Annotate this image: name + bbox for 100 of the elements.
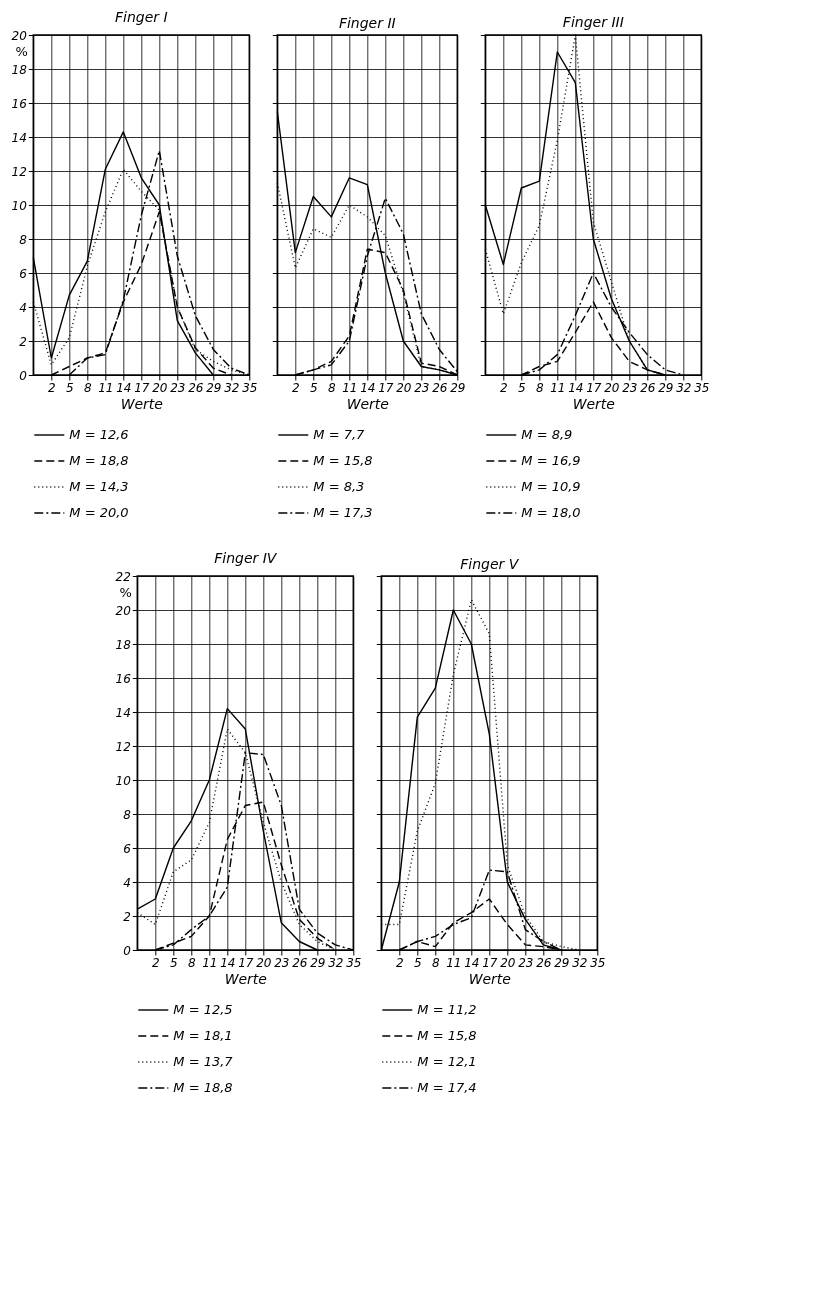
x-tick-label: 8 <box>535 380 544 395</box>
y-tick-label: 16 <box>115 671 132 686</box>
x-tick-label: 5 <box>309 380 318 395</box>
y-tick-label: 20 <box>11 28 28 43</box>
x-tick-label: 5 <box>413 955 422 970</box>
x-tick-label: 11 <box>98 380 114 395</box>
x-tick-label: 35 <box>694 380 710 395</box>
y-tick-label: 18 <box>11 62 28 77</box>
x-tick-label: 5 <box>169 955 178 970</box>
x-tick-label: 2 <box>291 380 300 395</box>
y-tick-label: 2 <box>123 909 131 924</box>
legend-label: M = 18,8 <box>173 1080 233 1095</box>
chart-title: Finger III <box>562 14 624 31</box>
legend-label: M = 18,0 <box>521 505 581 520</box>
y-tick-label: 6 <box>19 266 28 281</box>
x-tick-label: 32 <box>676 380 692 395</box>
x-tick-label: 29 <box>206 380 222 395</box>
x-tick-label: 20 <box>500 955 516 970</box>
x-tick-label: 14 <box>568 380 584 395</box>
x-tick-label: 2 <box>47 380 56 395</box>
x-tick-label: 26 <box>292 955 308 970</box>
y-tick-label: 22 <box>115 569 131 584</box>
x-tick-label: 8 <box>187 955 196 970</box>
x-tick-label: 14 <box>360 380 376 395</box>
y-tick-label: 16 <box>11 96 28 111</box>
x-tick-label: 20 <box>396 380 412 395</box>
legend-label: M = 10,9 <box>521 479 581 494</box>
chart-title: Finger I <box>114 9 168 25</box>
legend-label: M = 17,3 <box>313 505 373 520</box>
x-tick-label: 35 <box>590 955 606 970</box>
x-tick-label: 14 <box>220 955 236 970</box>
x-tick-label: 20 <box>152 380 168 395</box>
x-tick-label: 17 <box>134 380 150 395</box>
y-tick-label: 14 <box>115 705 131 720</box>
x-tick-label: 26 <box>640 380 656 395</box>
x-axis-title: Werte <box>120 395 163 412</box>
x-tick-label: 8 <box>83 380 92 395</box>
legend-label: M = 12,1 <box>417 1054 477 1069</box>
legend-label: M = 20,0 <box>69 505 129 520</box>
legend-label: M = 14,3 <box>69 479 129 494</box>
y-tick-label: 6 <box>123 841 132 856</box>
x-axis-title: Werte <box>346 395 389 412</box>
x-tick-label: 35 <box>346 955 362 970</box>
x-tick-label: 23 <box>170 380 186 395</box>
x-tick-label: 32 <box>224 380 240 395</box>
y-tick-label: 8 <box>19 232 28 247</box>
x-tick-label: 5 <box>65 380 74 395</box>
legend-label: M = 7,7 <box>313 427 366 442</box>
x-tick-label: 2 <box>151 955 160 970</box>
legend-label: M = 18,1 <box>173 1028 233 1043</box>
x-tick-label: 23 <box>274 955 290 970</box>
x-tick-label: 29 <box>658 380 674 395</box>
x-tick-label: 29 <box>310 955 326 970</box>
x-tick-label: 11 <box>342 380 358 395</box>
x-axis-title: Werte <box>468 970 511 987</box>
x-tick-label: 29 <box>554 955 570 970</box>
x-tick-label: 32 <box>328 955 344 970</box>
legend-label: M = 18,8 <box>69 453 129 468</box>
x-tick-label: 23 <box>622 380 638 395</box>
x-tick-label: 11 <box>446 955 462 970</box>
x-tick-label: 26 <box>536 955 552 970</box>
legend-label: M = 8,9 <box>521 427 573 442</box>
x-tick-label: 20 <box>604 380 620 395</box>
x-tick-label: 17 <box>378 380 394 395</box>
y-tick-label: 0 <box>19 368 28 383</box>
x-tick-label: 17 <box>238 955 254 970</box>
legend-label: M = 8,3 <box>313 479 365 494</box>
x-tick-label: 17 <box>482 955 498 970</box>
x-tick-label: 17 <box>586 380 602 395</box>
y-tick-label: 18 <box>115 637 132 652</box>
legend-label: M = 15,8 <box>313 453 373 468</box>
y-tick-label: 12 <box>115 739 131 754</box>
chart-title: Finger II <box>338 14 396 31</box>
x-tick-label: 23 <box>414 380 430 395</box>
y-tick-label: 10 <box>11 198 28 213</box>
x-tick-label: 8 <box>327 380 336 395</box>
x-axis-title: Werte <box>224 970 267 987</box>
y-tick-label: 12 <box>11 164 27 179</box>
y-tick-label: 8 <box>123 807 132 822</box>
x-axis-title: Werte <box>572 395 615 412</box>
x-tick-label: 20 <box>256 955 272 970</box>
legend-label: M = 16,9 <box>521 453 581 468</box>
legend-label: M = 12,6 <box>69 427 129 442</box>
x-tick-label: 26 <box>432 380 448 395</box>
x-tick-label: 32 <box>572 955 588 970</box>
y-tick-label: 0 <box>123 943 132 958</box>
x-tick-label: 26 <box>188 380 204 395</box>
chart-title: Finger V <box>460 555 520 572</box>
y-tick-label: 14 <box>11 130 27 145</box>
legend-label: M = 12,5 <box>173 1002 233 1017</box>
x-tick-label: 2 <box>499 380 508 395</box>
legend-label: M = 13,7 <box>173 1054 234 1069</box>
chart-title: Finger IV <box>214 550 278 566</box>
legend-label: M = 17,4 <box>417 1080 477 1095</box>
x-tick-label: 29 <box>450 380 466 395</box>
x-tick-label: 11 <box>550 380 566 395</box>
y-axis-title: % <box>15 43 28 59</box>
y-tick-label: 10 <box>115 773 132 788</box>
x-tick-label: 5 <box>517 380 526 395</box>
x-tick-label: 14 <box>464 955 480 970</box>
